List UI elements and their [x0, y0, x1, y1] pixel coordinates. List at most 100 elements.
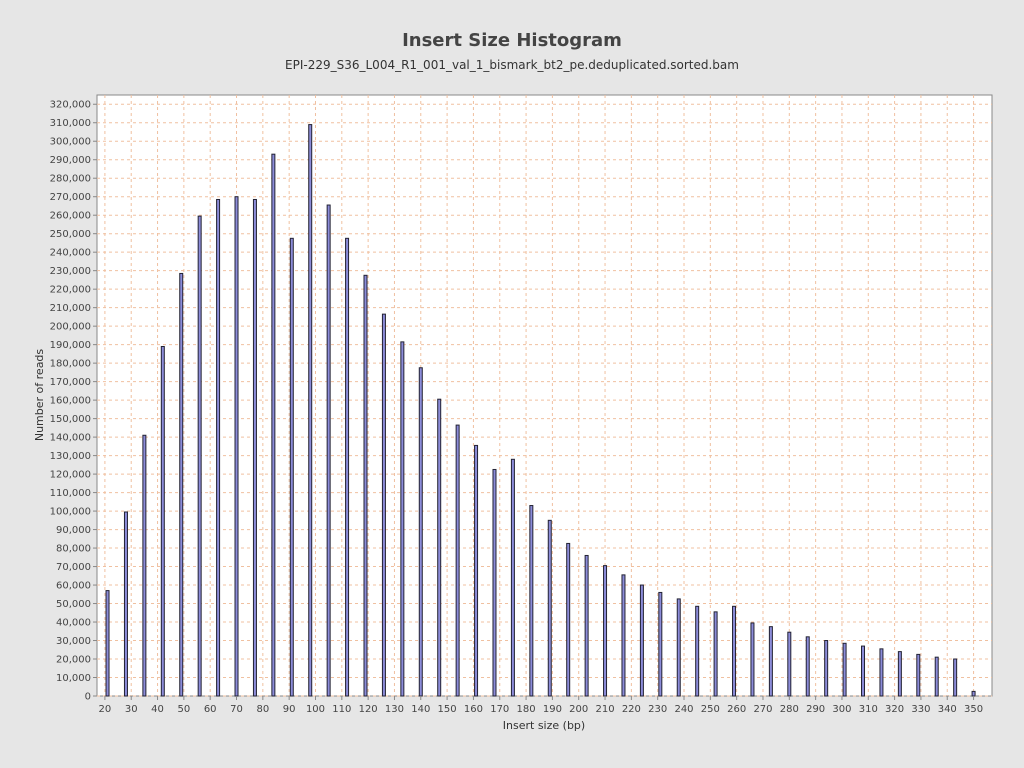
histogram-bar: [603, 565, 608, 697]
histogram-bar: [142, 434, 147, 697]
y-tick-label: 60,000: [56, 581, 91, 592]
x-tick-label: 20: [99, 704, 112, 715]
chart-title: Insert Size Histogram: [402, 30, 622, 51]
histogram-bar: [787, 631, 792, 697]
bars: [105, 124, 976, 697]
histogram-bar: [897, 651, 902, 697]
y-tick-label: 130,000: [50, 451, 91, 462]
y-tick-label: 240,000: [50, 248, 91, 259]
y-tick-label: 320,000: [50, 100, 91, 111]
y-tick-label: 90,000: [56, 525, 91, 536]
histogram-bar: [345, 237, 350, 697]
x-tick-label: 340: [938, 704, 957, 715]
y-axis-label: Number of reads: [33, 349, 46, 442]
histogram-bar: [713, 611, 718, 697]
histogram-bar: [547, 519, 552, 697]
y-tick-label: 230,000: [50, 266, 91, 277]
x-tick-label: 120: [359, 704, 378, 715]
histogram-bar: [916, 653, 921, 697]
x-tick-label: 240: [674, 704, 693, 715]
y-tick-label: 50,000: [56, 599, 91, 610]
histogram-bar: [271, 153, 276, 697]
x-tick-label: 40: [151, 704, 164, 715]
x-tick-label: 160: [464, 704, 483, 715]
histogram-bar: [824, 640, 829, 697]
histogram-bar: [732, 605, 737, 697]
y-tick-label: 110,000: [50, 488, 91, 499]
x-tick-label: 300: [832, 704, 851, 715]
histogram-bar: [566, 542, 571, 697]
axes: 0 10,000 20,000 30,000 40,000 50,000 60,000 70,…: [50, 100, 983, 715]
histogram-bar: [197, 215, 202, 697]
x-tick-label: 310: [859, 704, 878, 715]
histogram-bar: [123, 511, 128, 697]
x-tick-label: 170: [490, 704, 509, 715]
y-tick-label: 300,000: [50, 137, 91, 148]
x-tick-label: 110: [332, 704, 351, 715]
histogram-bar: [234, 196, 239, 697]
histogram-bar: [861, 645, 866, 697]
y-tick-label: 260,000: [50, 211, 91, 222]
y-tick-label: 0: [85, 692, 91, 703]
y-tick-label: 280,000: [50, 174, 91, 185]
y-tick-label: 170,000: [50, 377, 91, 388]
x-tick-label: 140: [411, 704, 430, 715]
x-tick-label: 130: [385, 704, 404, 715]
histogram-bar: [179, 272, 184, 697]
y-tick-label: 270,000: [50, 192, 91, 203]
histogram-bar: [308, 124, 313, 697]
y-tick-label: 220,000: [50, 285, 91, 296]
x-tick-label: 150: [438, 704, 457, 715]
histogram-bar: [584, 554, 589, 697]
histogram-bar: [842, 642, 847, 697]
y-tick-label: 120,000: [50, 470, 91, 481]
x-tick-label: 80: [256, 704, 269, 715]
histogram-bar: [971, 690, 976, 697]
x-tick-label: 260: [727, 704, 746, 715]
plot-area: [96, 94, 993, 697]
y-tick-label: 30,000: [56, 636, 91, 647]
x-tick-label: 90: [283, 704, 296, 715]
y-tick-label: 160,000: [50, 396, 91, 407]
y-tick-label: 100,000: [50, 507, 91, 518]
histogram-bar: [621, 574, 626, 697]
y-tick-label: 70,000: [56, 562, 91, 573]
x-tick-label: 210: [595, 704, 614, 715]
histogram-bar: [216, 198, 221, 697]
x-tick-label: 320: [885, 704, 904, 715]
y-tick-label: 40,000: [56, 618, 91, 629]
histogram-bar: [510, 458, 515, 697]
y-tick-label: 190,000: [50, 340, 91, 351]
x-tick-label: 30: [125, 704, 138, 715]
y-tick-label: 20,000: [56, 655, 91, 666]
chart-subtitle: EPI-229_S36_L004_R1_001_val_1_bismark_bt…: [285, 58, 739, 72]
y-tick-label: 290,000: [50, 155, 91, 166]
x-tick-label: 70: [230, 704, 243, 715]
histogram-bar: [105, 590, 110, 697]
histogram-bar: [455, 424, 460, 697]
histogram-bar: [474, 444, 479, 697]
histogram-bar: [695, 605, 700, 697]
histogram-bar: [492, 468, 497, 697]
histogram-bar: [639, 584, 644, 697]
x-tick-label: 190: [543, 704, 562, 715]
histogram-bar: [326, 204, 331, 697]
x-tick-label: 50: [178, 704, 191, 715]
histogram-bar: [529, 505, 534, 697]
y-tick-label: 310,000: [50, 118, 91, 129]
histogram-bar: [768, 626, 773, 697]
x-tick-label: 200: [569, 704, 588, 715]
x-tick-label: 330: [911, 704, 930, 715]
x-tick-label: 60: [204, 704, 217, 715]
histogram-bar: [658, 591, 663, 697]
y-tick-label: 200,000: [50, 322, 91, 333]
y-tick-label: 180,000: [50, 359, 91, 370]
y-tick-label: 140,000: [50, 433, 91, 444]
histogram-bar: [437, 398, 442, 697]
histogram-bar: [676, 598, 681, 697]
histogram-bar: [750, 622, 755, 697]
y-tick-label: 250,000: [50, 229, 91, 240]
histogram-bar: [160, 345, 165, 697]
x-tick-label: 290: [806, 704, 825, 715]
